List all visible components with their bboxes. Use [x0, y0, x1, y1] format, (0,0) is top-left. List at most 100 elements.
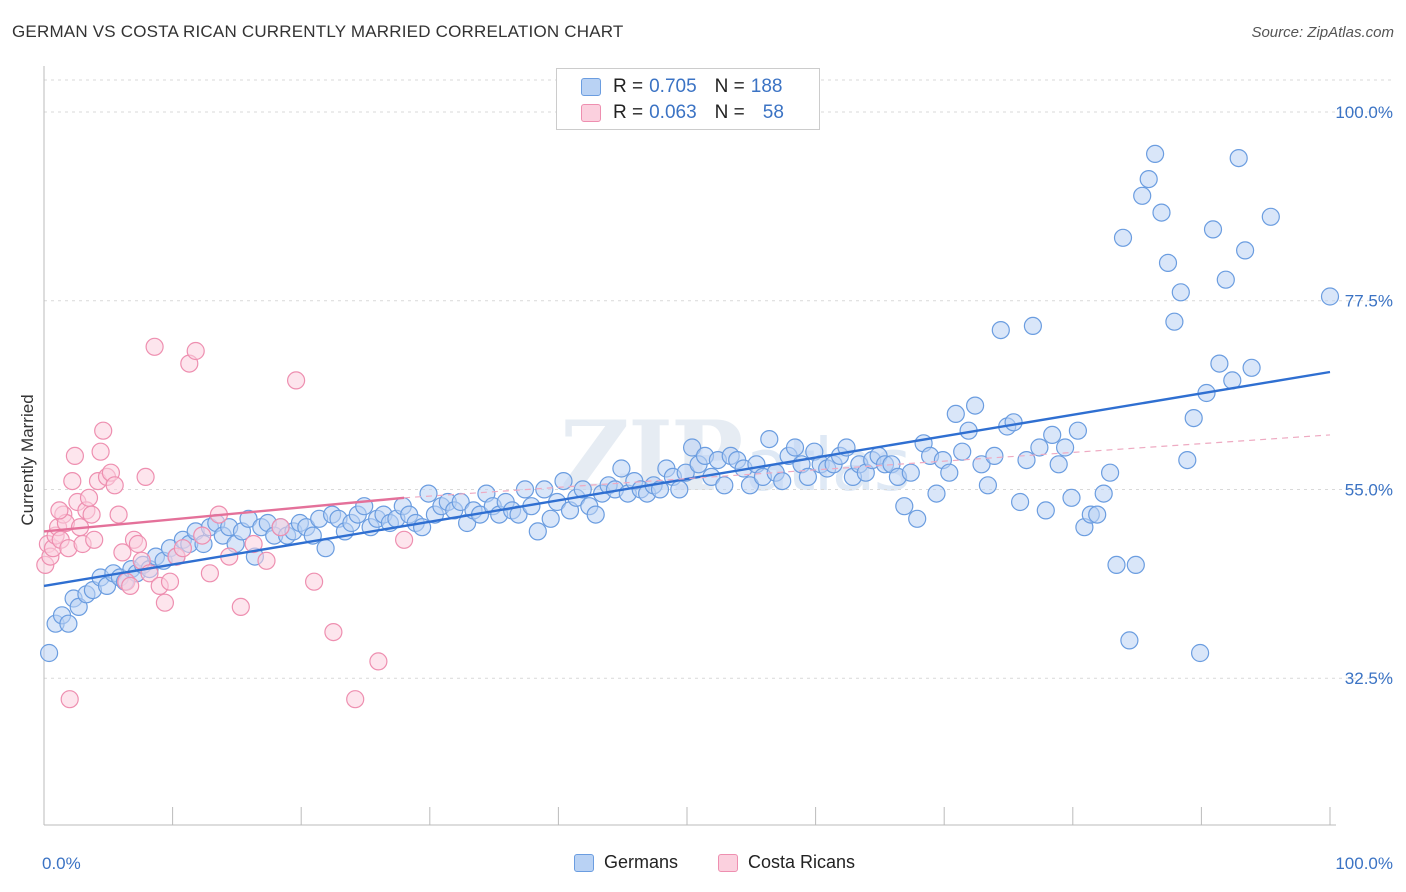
legend-r-value: 0.063: [649, 102, 697, 123]
legend-swatch-costa-ricans: [581, 104, 601, 122]
source-label: Source: ZipAtlas.com: [1251, 24, 1394, 41]
costa-rican-point: [105, 476, 124, 495]
costa-rican-point: [346, 690, 365, 709]
costa-rican-point: [85, 530, 104, 549]
bottom-legend-germans: Germans: [574, 852, 678, 873]
german-point: [1068, 421, 1088, 440]
costa-rican-point: [193, 526, 212, 545]
german-point: [1171, 283, 1190, 302]
german-point: [1184, 409, 1203, 428]
costa-rican-point: [121, 576, 140, 596]
costa-rican-point: [60, 690, 79, 709]
german-point: [1120, 631, 1139, 650]
costa-rican-point: [109, 505, 128, 524]
costa-rican-point: [305, 572, 324, 591]
legend-n-value: 188: [750, 76, 783, 97]
german-point: [1030, 438, 1049, 457]
german-point: [554, 472, 573, 491]
german-point: [670, 480, 689, 499]
german-point: [1320, 287, 1340, 306]
german-point: [612, 459, 631, 478]
german-point: [908, 509, 927, 528]
german-point: [535, 480, 554, 499]
costa-rican-point: [82, 505, 101, 524]
costa-rican-trend-line: [43, 496, 405, 533]
bottom-legend-costa-ricans: Costa Ricans: [718, 852, 855, 873]
german-point: [573, 480, 592, 499]
german-point: [1088, 505, 1107, 524]
costa-rican-point: [128, 534, 147, 554]
legend-n-label: N =: [714, 76, 745, 97]
costa-rican-point: [231, 597, 250, 617]
stats-legend: R = 0.705 N = 188 R = 0.063 N = 58: [556, 68, 820, 130]
costa-rican-point: [145, 337, 164, 356]
y-axis-label: Currently Married: [18, 394, 37, 526]
german-point: [541, 509, 560, 528]
costa-rican-point: [186, 341, 205, 361]
german-point: [1010, 492, 1030, 512]
costa-rican-point: [369, 652, 388, 671]
german-point: [1100, 463, 1120, 482]
y-tick-label: 55.0%: [1345, 480, 1393, 499]
german-trend-line: [43, 370, 1331, 588]
german-point: [1036, 501, 1055, 520]
legend-r-value: 0.705: [649, 76, 697, 97]
costa-rican-point: [94, 421, 113, 440]
german-point: [1152, 203, 1171, 222]
german-point: [965, 396, 985, 415]
german-point: [1113, 228, 1133, 247]
legend-n-label: N =: [714, 102, 745, 123]
y-tick-label: 77.5%: [1345, 292, 1393, 311]
german-point: [1107, 555, 1126, 575]
legend-n-value: 58: [762, 102, 784, 123]
x-tick-label: 100.0%: [1335, 854, 1393, 873]
german-point: [940, 463, 959, 482]
german-point: [760, 430, 779, 449]
german-point: [946, 404, 965, 423]
german-point: [773, 472, 792, 491]
german-point: [1210, 354, 1229, 373]
german-point: [978, 476, 998, 495]
bottom-legend-swatch-costa-ricans: [718, 853, 738, 872]
german-point: [1145, 144, 1165, 163]
costa-rican-point: [50, 501, 69, 520]
costa-rican-point: [324, 622, 343, 642]
german-point: [1126, 555, 1145, 575]
bottom-legend-label-costa-ricans: Costa Ricans: [748, 852, 856, 872]
costa-rican-point: [160, 572, 180, 591]
costa-rican-point: [91, 442, 110, 461]
legend-swatch-germans: [581, 78, 601, 96]
costa-rican-point: [65, 446, 85, 465]
german-point: [1094, 484, 1113, 503]
costa-rican-point: [79, 488, 99, 507]
costa-rican-point: [63, 472, 82, 491]
german-point: [528, 522, 547, 541]
german-point: [972, 455, 991, 474]
german-point: [1055, 438, 1075, 457]
german-point: [1004, 413, 1023, 432]
costa-rican-point: [155, 593, 174, 612]
german-point: [991, 321, 1010, 340]
bottom-legend-swatch-germans: [574, 853, 594, 872]
costa-rican-point: [257, 551, 276, 570]
costa-rican-point: [136, 467, 155, 486]
german-point: [1261, 207, 1280, 226]
german-point: [1165, 312, 1184, 331]
german-point: [1203, 220, 1223, 239]
german-point: [1049, 455, 1068, 474]
german-point: [1023, 316, 1043, 335]
german-point: [953, 442, 972, 461]
costa-rican-point: [113, 543, 132, 562]
legend-row-costa-ricans: R = 0.063 N = 58: [581, 102, 784, 124]
german-point: [740, 476, 760, 495]
costa-rican-point: [200, 564, 219, 583]
german-point: [985, 446, 1004, 465]
german-point: [1235, 241, 1255, 260]
german-point: [798, 467, 818, 486]
german-point: [676, 463, 695, 482]
german-point: [1178, 451, 1197, 470]
german-point: [1229, 149, 1248, 168]
costa-rican-point: [271, 518, 290, 537]
german-point: [39, 643, 59, 663]
